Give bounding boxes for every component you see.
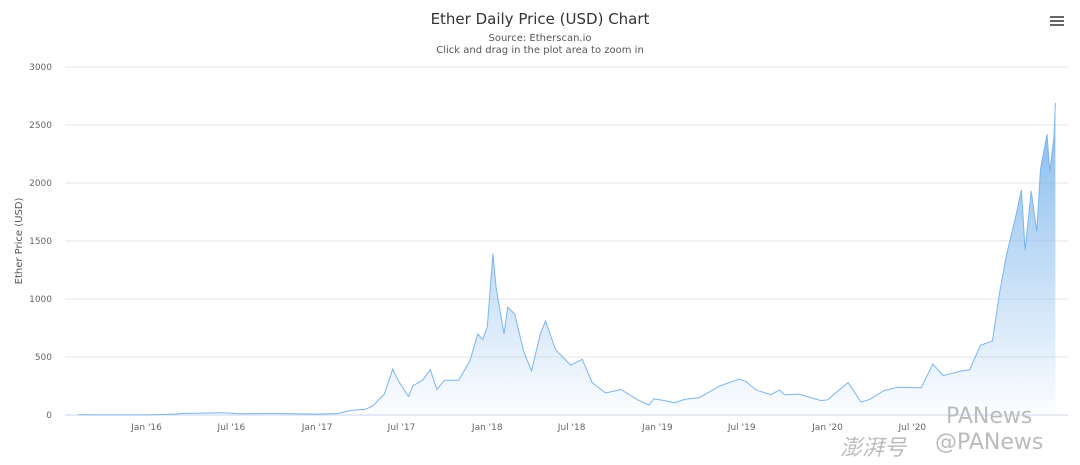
y-tick-label: 2000 [29,179,52,189]
x-tick-label: Jan '16 [130,423,162,433]
y-tick-label: 3000 [29,63,52,73]
watermark-prefix: 澎湃号 [840,436,907,461]
x-tick-label: Jan '19 [641,423,673,433]
x-tick-label: Jan '17 [301,423,333,433]
x-tick-label: Jan '18 [471,423,503,433]
zoom-hint: Click and drag in the plot area to zoom … [436,45,644,56]
watermark-panews: PANews [946,404,1033,429]
price-line [78,102,1056,416]
x-tick-label: Jul '16 [217,423,246,433]
chart-subtitle: Source: Etherscan.io [488,33,592,44]
hamburger-menu-icon[interactable] [1050,16,1064,28]
y-tick-label: 0 [46,411,52,421]
x-tick-label: Jul '18 [557,423,586,433]
chart-title: Ether Daily Price (USD) Chart [430,10,650,28]
y-tick-label: 500 [35,353,52,363]
x-tick-label: Jul '17 [387,423,416,433]
y-tick-label: 1500 [29,237,52,247]
x-tick-label: Jul '20 [898,423,927,433]
x-tick-label: Jan '20 [811,423,843,433]
y-tick-label: 2500 [29,121,52,131]
price-area [78,103,1056,415]
x-tick-label: Jul '19 [727,423,756,433]
y-axis-label: Ether Price (USD) [14,198,25,285]
watermark-handle: @PANews [935,430,1044,455]
y-tick-label: 1000 [29,295,52,305]
